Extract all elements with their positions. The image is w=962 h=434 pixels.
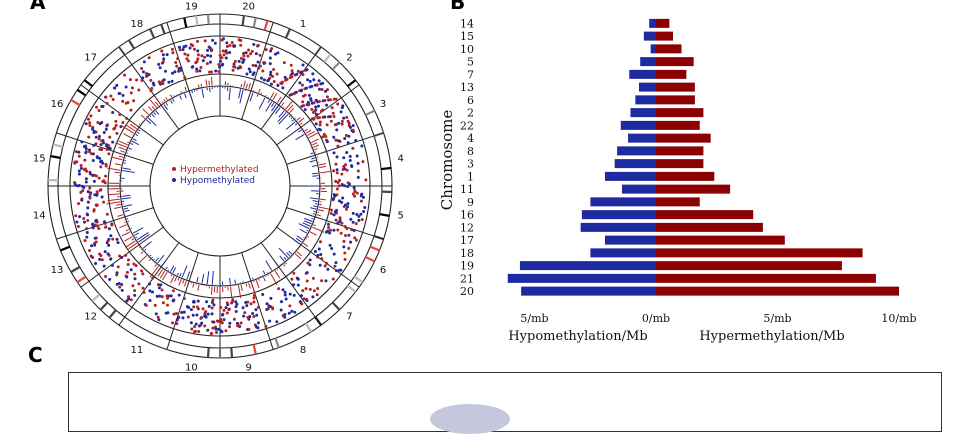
hypomethylation-bar (520, 261, 656, 270)
chromosome-tick-label: 8 (467, 145, 474, 158)
x-axis-title-right: Hypermethylation/Mb (699, 329, 844, 344)
chromosome-tick-label: 10 (460, 43, 474, 56)
hypermethylation-bar (656, 70, 686, 79)
chromosome-tick-label: 22 (460, 119, 474, 132)
hypomethylation-bar (640, 57, 656, 66)
hypermethylation-bar (656, 210, 753, 219)
hypermethylation-bar (656, 197, 700, 206)
hypomethylation-bar (590, 248, 656, 257)
chromosome-tick-label: 13 (460, 81, 474, 94)
hypermethylation-bar (656, 19, 669, 28)
chromosome-tick-label: 12 (460, 221, 474, 234)
hypomethylation-bar (617, 146, 656, 155)
hypomethylation-bar (628, 134, 656, 143)
chromosome-tick-label: 16 (460, 209, 474, 222)
chromosome-tick-label: 9 (467, 196, 474, 209)
x-tick-label: 10/mb (881, 312, 916, 325)
hypermethylation-bar (656, 95, 695, 104)
hypomethylation-bar (629, 70, 656, 79)
hypomethylation-bar (605, 236, 656, 245)
chromosome-tick-label: 15 (460, 30, 474, 43)
hypomethylation-bar (649, 19, 656, 28)
hypomethylation-bar (521, 287, 656, 296)
hypermethylation-bar (656, 236, 785, 245)
hypermethylation-bar (656, 108, 703, 117)
chromosome-tick-label: 19 (460, 260, 474, 273)
chromosome-tick-label: 5 (467, 56, 474, 69)
chromosome-tick-label: 11 (460, 183, 474, 196)
chromosome-tick-label: 18 (460, 247, 474, 260)
hypermethylation-bar (656, 287, 899, 296)
chromosome-tick-label: 3 (467, 158, 474, 171)
hypermethylation-bar (656, 223, 763, 232)
chromosome-tick-label: 6 (467, 94, 474, 107)
hypermethylation-bar (656, 261, 842, 270)
chromosome-tick-label: 20 (460, 285, 474, 298)
chromosome-tick-label: 17 (460, 234, 474, 247)
chromosome-tick-label: 2 (467, 107, 474, 120)
hypermethylation-bar (656, 185, 730, 194)
hypermethylation-bar (656, 134, 711, 143)
hypermethylation-bar (656, 57, 694, 66)
x-axis-title-left: Hypomethylation/Mb (508, 329, 647, 344)
chromosome-tick-label: 1 (467, 170, 474, 183)
hypermethylation-bar (656, 83, 695, 92)
hypermethylation-bar (656, 121, 700, 130)
hypomethylation-bar (621, 121, 656, 130)
hypermethylation-bar (656, 146, 703, 155)
hypomethylation-bar (605, 172, 656, 181)
hypermethylation-bar (656, 274, 876, 283)
hypermethylation-bar (656, 172, 714, 181)
y-axis-title: Chromosome (438, 110, 456, 211)
hypomethylation-bar (639, 83, 656, 92)
methylation-density-chart: 14151057136222483111916121718192120Chrom… (0, 0, 962, 372)
chromosome-tick-label: 14 (460, 17, 474, 30)
chromosome-tick-label: 21 (460, 272, 474, 285)
hypermethylation-bar (656, 248, 863, 257)
chromosome-tick-label: 7 (467, 68, 474, 81)
hypermethylation-bar (656, 159, 703, 168)
hypomethylation-bar (622, 185, 656, 194)
hypomethylation-bar (630, 108, 656, 117)
chromosome-tick-label: 4 (467, 132, 474, 145)
hypermethylation-bar (656, 32, 673, 41)
hypomethylation-bar (615, 159, 656, 168)
hypomethylation-bar (581, 223, 656, 232)
hypomethylation-bar (508, 274, 656, 283)
hypomethylation-bar (635, 95, 656, 104)
x-tick-label: 0/mb (642, 312, 670, 325)
x-tick-label: 5/mb (520, 312, 548, 325)
hypomethylation-bar (590, 197, 656, 206)
hypomethylation-bar (644, 32, 656, 41)
x-tick-label: 5/mb (763, 312, 791, 325)
hypomethylation-bar (651, 44, 656, 53)
hypermethylation-bar (656, 44, 682, 53)
hypomethylation-bar (582, 210, 656, 219)
